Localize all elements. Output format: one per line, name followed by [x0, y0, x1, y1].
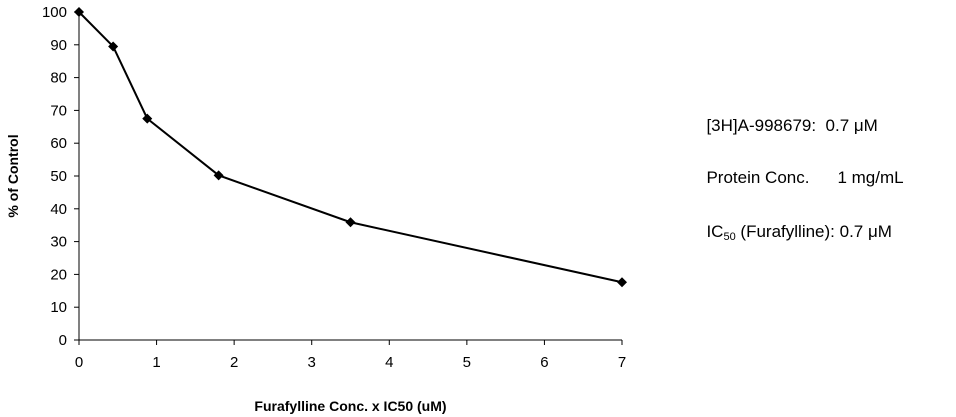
series-markers [74, 7, 627, 288]
ic50-subscript: 50 [723, 231, 736, 243]
x-tick-label: 7 [618, 354, 626, 371]
y-axis-ticks: 0 10 20 30 40 50 60 70 80 90 100 [42, 4, 79, 349]
x-axis-title: Furafylline Conc. x IC50 (uM) [254, 398, 446, 414]
protein-concentration-note: Protein Conc. 1 mg/mL [697, 152, 904, 187]
y-tick-label: 90 [50, 37, 67, 54]
radioligand-note: [3H]A-998679: 0.7 μM [697, 100, 878, 135]
protein-concentration-label: Protein Conc. [706, 168, 810, 187]
data-point-marker [142, 113, 153, 124]
series-line [78, 11, 623, 284]
data-point-marker [345, 217, 356, 228]
x-tick-label: 4 [385, 354, 393, 371]
ic50-prefix: IC [706, 222, 724, 241]
x-tick-label: 0 [75, 354, 83, 371]
x-axis-ticks: 0 1 2 3 4 5 6 7 [75, 340, 626, 371]
y-tick-label: 80 [50, 70, 67, 87]
x-tick-label: 1 [152, 354, 160, 371]
y-tick-label: 40 [50, 201, 67, 218]
radioligand-text: [3H]A-998679: 0.7 μM [706, 116, 878, 135]
x-tick-label: 3 [308, 354, 316, 371]
y-tick-label: 0 [59, 332, 67, 349]
y-tick-label: 30 [50, 234, 67, 251]
y-tick-label: 70 [50, 102, 67, 119]
x-tick-label: 6 [540, 354, 548, 371]
y-tick-label: 60 [50, 135, 67, 152]
data-point-marker [108, 41, 119, 52]
data-point-marker [617, 277, 627, 288]
data-point-marker [213, 170, 224, 181]
y-tick-label: 10 [50, 299, 67, 316]
y-tick-label: 20 [50, 266, 67, 283]
x-tick-label: 2 [230, 354, 238, 371]
ic50-suffix: (Furafylline): 0.7 μM [735, 222, 892, 241]
data-point-marker [74, 7, 84, 17]
y-axis-title: % of Control [5, 134, 21, 217]
y-tick-label: 100 [42, 4, 67, 21]
x-tick-label: 5 [463, 354, 471, 371]
protein-concentration-value: 1 mg/mL [837, 168, 904, 187]
ic50-note: IC50 (Furafylline): 0.7 μM [697, 206, 892, 243]
y-tick-label: 50 [50, 168, 67, 185]
